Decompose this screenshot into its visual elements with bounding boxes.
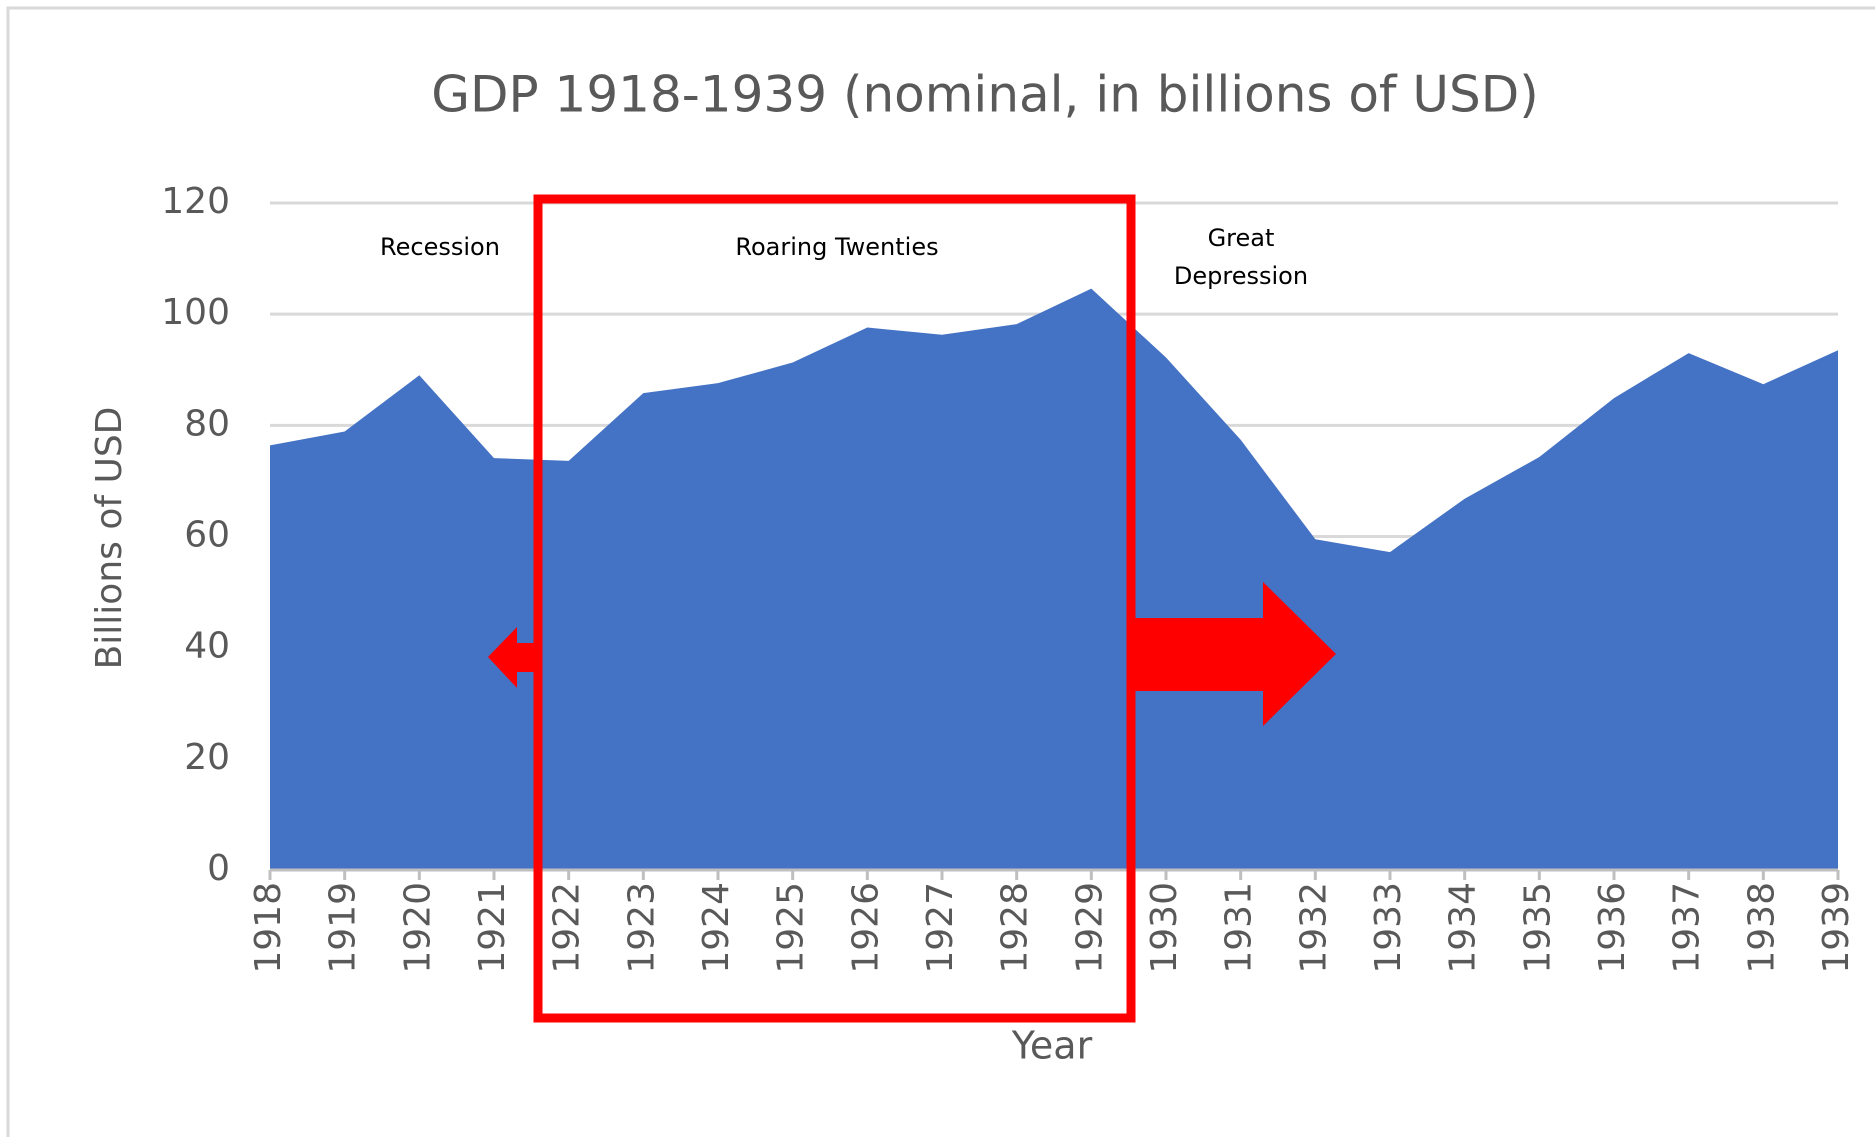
- x-tick-label: 1933: [1368, 882, 1409, 974]
- chart-title: GDP 1918-1939 (nominal, in billions of U…: [431, 66, 1539, 124]
- x-tick-label: 1919: [323, 882, 364, 974]
- y-tick-label: 120: [161, 181, 230, 222]
- x-tick-label: 1935: [1517, 882, 1558, 974]
- y-tick-label: 20: [184, 737, 230, 778]
- x-tick-label: 1921: [472, 882, 513, 974]
- highlight-box: [533, 194, 1136, 1023]
- x-tick-label: 1924: [696, 882, 737, 974]
- x-tick-label: 1925: [771, 882, 812, 974]
- y-tick-label: 40: [184, 626, 230, 667]
- left-arrow: [488, 627, 538, 688]
- y-tick-label: 0: [207, 848, 230, 889]
- x-tick-label: 1926: [845, 882, 886, 974]
- x-tick-label: 1937: [1667, 882, 1708, 974]
- overlay: [488, 194, 1336, 1023]
- y-tick-label: 80: [184, 403, 230, 444]
- x-tick-label: 1928: [995, 882, 1036, 974]
- y-tick-label: 60: [184, 515, 230, 556]
- x-tick-label: 1932: [1293, 882, 1334, 974]
- annotation: Great: [1208, 224, 1275, 252]
- x-tick-label: 1931: [1219, 882, 1260, 974]
- x-tick-label: 1923: [621, 882, 662, 974]
- plot: 0 20 40 60 80 100 120 1918 1919 1920 1921 1922 1923 1…: [161, 181, 1857, 974]
- area: [270, 288, 1838, 870]
- x-tick-label: 1929: [1069, 882, 1110, 974]
- x-tick-label: 1939: [1816, 882, 1857, 974]
- annotation: Recession: [380, 233, 500, 261]
- right-arrow: [1131, 582, 1336, 726]
- x-tick-label: 1930: [1144, 882, 1185, 974]
- x-tick-label: 1934: [1443, 882, 1484, 974]
- y-axis-label: Billions of USD: [89, 407, 130, 670]
- y-tick-label: 100: [161, 292, 230, 333]
- x-tick-label: 1922: [547, 882, 588, 974]
- x-tick-label: 1936: [1592, 882, 1633, 974]
- x-tick-label: 1927: [920, 882, 961, 974]
- x-tick-label: 1938: [1741, 882, 1782, 974]
- x-axis-label: Year: [1011, 1024, 1093, 1068]
- annotation: Roaring Twenties: [735, 233, 938, 261]
- x-tick-label: 1918: [248, 882, 289, 974]
- x-tick-label: 1920: [397, 882, 438, 974]
- annotation: Depression: [1174, 262, 1308, 290]
